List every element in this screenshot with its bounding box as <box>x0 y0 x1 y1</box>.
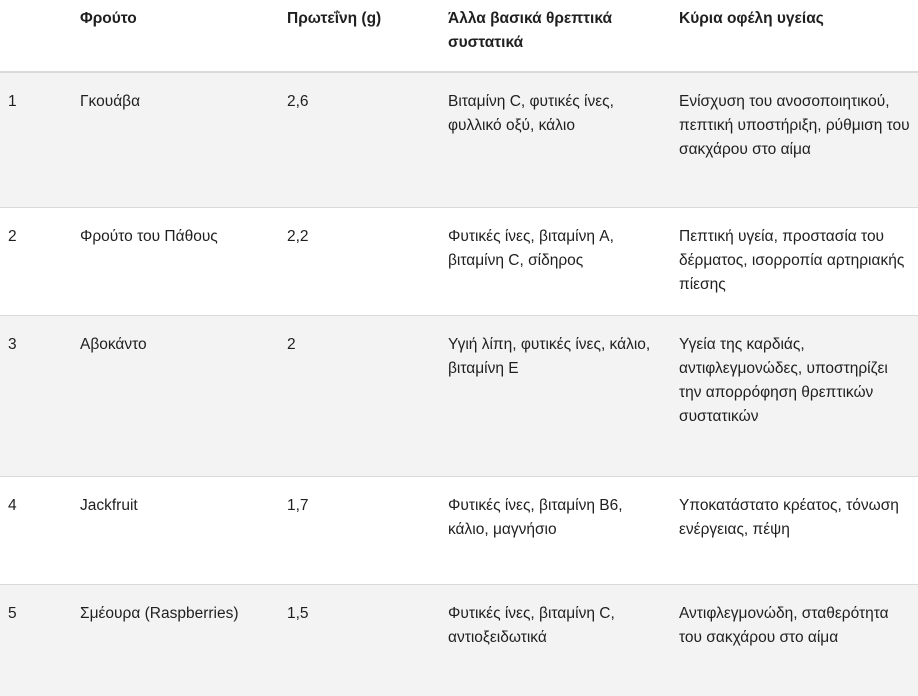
header-row: Φρούτο Πρωτεΐνη (g) Άλλα βασικά θρεπτικά… <box>0 0 918 72</box>
cell-nutrients: Φυτικές ίνες, βιταμίνη B6, κάλιο, μαγνήσ… <box>440 477 671 585</box>
cell-nutrients: Φυτικές ίνες, βιταμίνη C, αντιοξειδωτικά <box>440 585 671 696</box>
cell-index: 3 <box>0 316 72 477</box>
cell-protein: 1,7 <box>279 477 440 585</box>
cell-nutrients: Βιταμίνη C, φυτικές ίνες, φυλλικό οξύ, κ… <box>440 72 671 208</box>
cell-fruit: Αβοκάντο <box>72 316 279 477</box>
cell-benefits: Πεπτική υγεία, προστασία του δέρματος, ι… <box>671 208 918 316</box>
cell-protein: 2,6 <box>279 72 440 208</box>
cell-index: 5 <box>0 585 72 696</box>
header-fruit: Φρούτο <box>72 0 279 72</box>
cell-fruit: Σμέουρα (Raspberries) <box>72 585 279 696</box>
cell-index: 1 <box>0 72 72 208</box>
cell-benefits: Ενίσχυση του ανοσοποιητικού, πεπτική υπο… <box>671 72 918 208</box>
cell-protein: 2 <box>279 316 440 477</box>
cell-index: 2 <box>0 208 72 316</box>
cell-protein: 2,2 <box>279 208 440 316</box>
header-index <box>0 0 72 72</box>
header-nutrients: Άλλα βασικά θρεπτικά συστατικά <box>440 0 671 72</box>
cell-fruit: Jackfruit <box>72 477 279 585</box>
header-benefits: Κύρια οφέλη υγείας <box>671 0 918 72</box>
cell-protein: 1,5 <box>279 585 440 696</box>
cell-benefits: Υγεία της καρδιάς, αντιφλεγμονώδες, υποσ… <box>671 316 918 477</box>
cell-fruit: Φρούτο του Πάθους <box>72 208 279 316</box>
cell-nutrients: Φυτικές ίνες, βιταμίνη A, βιταμίνη C, σί… <box>440 208 671 316</box>
header-protein: Πρωτεΐνη (g) <box>279 0 440 72</box>
cell-fruit: Γκουάβα <box>72 72 279 208</box>
cell-nutrients: Υγιή λίπη, φυτικές ίνες, κάλιο, βιταμίνη… <box>440 316 671 477</box>
cell-index: 4 <box>0 477 72 585</box>
cell-benefits: Υποκατάστατο κρέατος, τόνωση ενέργειας, … <box>671 477 918 585</box>
cell-benefits: Αντιφλεγμονώδη, σταθερότητα του σακχάρου… <box>671 585 918 696</box>
